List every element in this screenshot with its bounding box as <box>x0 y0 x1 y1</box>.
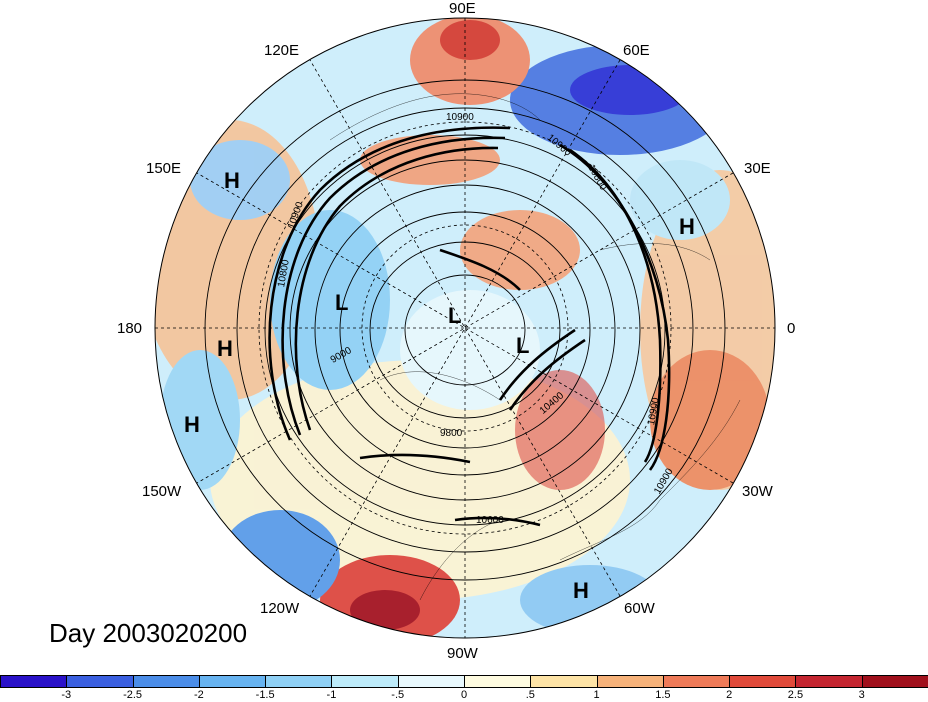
colorbar-segment <box>132 675 200 688</box>
lon-label-0: 0 <box>787 320 796 337</box>
low-pressure-marker: L <box>516 333 530 358</box>
contour-label: 9800 <box>440 428 463 439</box>
colorbar-tick-label: -2 <box>193 689 204 701</box>
colorbar-segment <box>66 675 134 688</box>
colorbar-tick-label: -.5 <box>391 689 405 701</box>
colorbar-tick-label: 2 <box>726 689 733 701</box>
colorbar-segment <box>198 675 267 688</box>
colorbar-tick-label: -1 <box>326 689 337 701</box>
coastlines <box>329 93 741 601</box>
low-pressure-marker: L <box>335 290 349 315</box>
graticule <box>155 18 775 638</box>
lon-label-30e: 30E <box>744 160 771 177</box>
lon-label-150w: 150W <box>142 483 182 500</box>
lon-label-60e: 60E <box>623 42 650 59</box>
colorbar-segment <box>729 675 797 688</box>
colorbar-tick-label: -2.5 <box>123 689 143 701</box>
colorbar-segment <box>530 675 598 688</box>
polar-map <box>154 17 776 639</box>
lon-label-60w: 60W <box>624 600 655 617</box>
colorbar-tick-label: 1.5 <box>655 689 671 701</box>
map-outline <box>154 17 776 639</box>
colorbar-segment <box>861 675 928 688</box>
colorbar-segment <box>662 675 731 688</box>
low-pressure-marker: L <box>448 303 462 328</box>
colorbar-tick-label: -3 <box>61 689 72 701</box>
lon-label-90w: 90W <box>447 645 478 662</box>
colorbar-tick-label: 0 <box>460 689 468 701</box>
colorbar-segment <box>265 675 333 688</box>
colorbar-tick-label: 3 <box>858 689 865 701</box>
colorbar-tick-label: 2.5 <box>787 689 804 701</box>
contour-label: 10600 <box>476 515 504 526</box>
colorbar-segment <box>397 675 465 688</box>
lon-label-150e: 150E <box>146 160 182 177</box>
colorbar-segment <box>795 675 863 688</box>
jet-contours <box>268 126 671 527</box>
colorbar-tick-label: 1 <box>593 689 600 701</box>
contour-label: 10900 <box>446 112 474 123</box>
high-pressure-marker: H <box>573 578 589 603</box>
colorbar: -3 -2.5 -2 -1.5 -1 -.5 0 .5 1 1.5 2 2.5 3 <box>0 675 928 702</box>
lon-label-90e: 90E <box>449 0 476 17</box>
lon-label-180: 180 <box>117 320 143 337</box>
high-pressure-marker: H <box>679 214 695 239</box>
colorbar-segment <box>464 675 532 688</box>
lon-label-30w: 30W <box>742 483 773 500</box>
date-label: Day 2003020200 <box>49 618 248 648</box>
high-pressure-marker: H <box>224 168 240 193</box>
lon-label-120e: 120E <box>264 42 300 59</box>
high-pressure-marker: H <box>184 412 200 437</box>
colorbar-segment <box>596 675 664 688</box>
colorbar-tick-label: .5 <box>525 689 535 701</box>
colorbar-segment <box>331 675 399 688</box>
colorbar-tick-label: -1.5 <box>255 689 275 701</box>
colorbar-segment <box>0 675 68 688</box>
lon-label-120w: 120W <box>260 600 300 617</box>
high-pressure-marker: H <box>217 336 233 361</box>
